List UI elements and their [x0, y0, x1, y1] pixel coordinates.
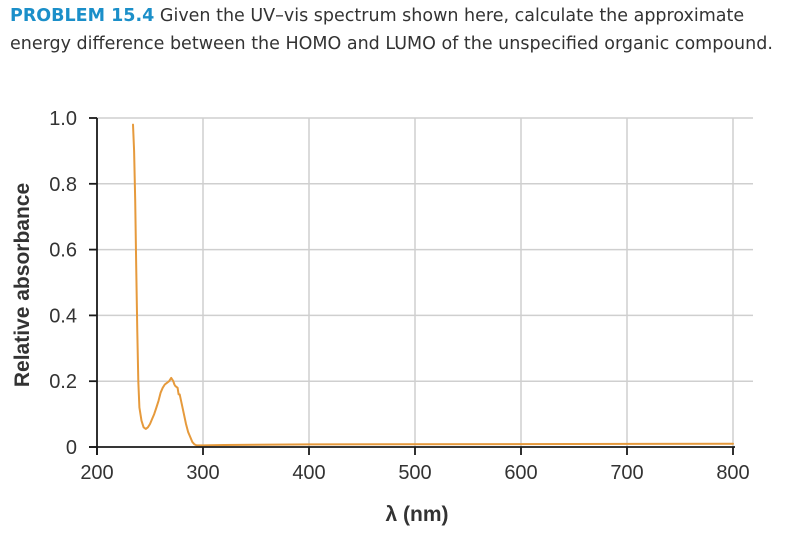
y-tick-label: 0.8 [49, 174, 77, 196]
absorbance-curve [132, 123, 734, 447]
problem-statement: PROBLEM 15.4 Given the UV–vis spectrum s… [10, 2, 790, 58]
axes [89, 117, 735, 455]
y-axis-label: Relative absorbance [11, 183, 34, 387]
x-tick-label: 400 [292, 462, 325, 484]
y-tick-label: 0.6 [49, 240, 77, 262]
y-tick-label: 1.0 [49, 108, 77, 130]
y-tick-label: 0 [66, 437, 77, 459]
grid [97, 117, 753, 447]
x-tick-labels: 200 300 400 500 600 700 800 [80, 462, 749, 484]
x-tick-label: 300 [186, 462, 219, 484]
x-tick-label: 700 [610, 462, 643, 484]
problem-label: PROBLEM 15.4 [10, 6, 155, 26]
x-tick-label: 200 [80, 462, 113, 484]
y-tick-labels: 0 0.2 0.4 0.6 0.8 1.0 [49, 108, 77, 459]
y-tick-label: 0.4 [49, 305, 77, 327]
x-tick-label: 600 [504, 462, 537, 484]
x-tick-label: 500 [398, 462, 431, 484]
x-axis-label: λ (nm) [386, 503, 449, 526]
y-tick-label: 0.2 [49, 371, 77, 393]
x-tick-label: 800 [716, 462, 749, 484]
problem-text: Given the UV–vis spectrum shown here, ca… [10, 6, 773, 54]
